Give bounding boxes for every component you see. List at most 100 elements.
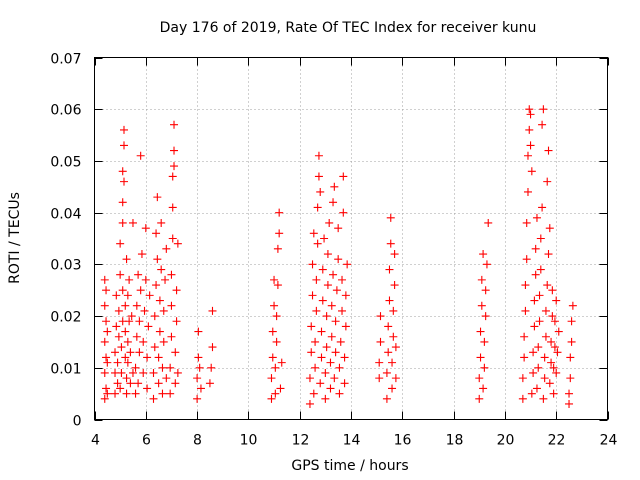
- data-point: [540, 374, 549, 383]
- x-tick-label: 10: [240, 433, 258, 449]
- data-point: [112, 291, 121, 300]
- data-point: [531, 270, 540, 279]
- data-point: [131, 363, 140, 372]
- x-tick-label: 22: [548, 433, 566, 449]
- y-tick-label: 0.02: [50, 310, 81, 326]
- data-point: [168, 234, 177, 243]
- data-point: [116, 270, 125, 279]
- data-point: [119, 141, 128, 150]
- data-point: [543, 177, 552, 186]
- y-tick-label: 0.03: [50, 258, 81, 274]
- data-point: [118, 286, 127, 295]
- data-point: [529, 368, 538, 377]
- data-point: [103, 327, 112, 336]
- data-point: [312, 306, 321, 315]
- x-tick-label: 12: [292, 433, 310, 449]
- data-point: [317, 353, 326, 362]
- data-point: [116, 384, 125, 393]
- data-point: [390, 281, 399, 290]
- data-point: [323, 281, 332, 290]
- data-point: [141, 224, 150, 233]
- data-point: [553, 348, 562, 357]
- data-point: [326, 384, 335, 393]
- data-point: [136, 286, 145, 295]
- data-point: [123, 358, 132, 367]
- x-axis-title: GPS time / hours: [291, 458, 408, 474]
- data-point: [275, 229, 284, 238]
- data-point: [273, 244, 282, 253]
- data-point: [272, 312, 281, 321]
- data-point: [318, 265, 327, 274]
- data-point: [159, 337, 168, 346]
- data-point: [125, 275, 134, 284]
- data-point: [117, 343, 126, 352]
- data-point: [529, 348, 538, 357]
- data-point: [520, 332, 529, 341]
- data-point: [121, 327, 130, 336]
- data-point: [132, 332, 141, 341]
- data-point: [536, 234, 545, 243]
- data-point: [538, 203, 547, 212]
- data-point: [481, 312, 490, 321]
- data-point: [538, 120, 547, 129]
- data-point: [552, 368, 561, 377]
- data-point: [311, 363, 320, 372]
- data-point: [305, 399, 314, 408]
- data-point: [145, 291, 154, 300]
- data-point: [116, 239, 125, 248]
- data-point: [119, 177, 128, 186]
- data-point: [550, 343, 559, 352]
- x-tick-label: 8: [193, 433, 202, 449]
- data-point: [125, 317, 134, 326]
- data-point: [316, 187, 325, 196]
- data-point: [530, 322, 539, 331]
- data-point: [103, 389, 112, 398]
- x-tick-label: 6: [142, 433, 151, 449]
- data-point: [329, 270, 338, 279]
- data-point: [173, 368, 182, 377]
- data-point: [543, 281, 552, 290]
- data-point: [173, 239, 182, 248]
- data-point: [207, 363, 216, 372]
- data-point: [484, 218, 493, 227]
- data-point: [539, 394, 548, 403]
- data-point: [339, 208, 348, 217]
- x-tick-label: 24: [600, 433, 618, 449]
- data-point: [527, 167, 536, 176]
- data-point: [132, 301, 141, 310]
- y-tick-label: 0.01: [50, 362, 81, 378]
- data-point: [118, 198, 127, 207]
- data-point: [545, 379, 554, 388]
- data-point: [193, 374, 202, 383]
- data-point: [327, 301, 336, 310]
- data-point: [386, 213, 395, 222]
- data-point: [568, 301, 577, 310]
- data-point: [268, 327, 277, 336]
- data-point: [273, 281, 282, 290]
- data-point: [134, 379, 143, 388]
- y-tick-label: 0.05: [50, 155, 81, 171]
- data-point: [382, 394, 391, 403]
- data-point: [338, 306, 347, 315]
- data-point: [318, 296, 327, 305]
- data-point: [153, 193, 162, 202]
- y-tick-labels: 0 0.01 0.02 0.03 0.04 0.05 0.06 0.07: [50, 52, 81, 430]
- data-point: [118, 167, 127, 176]
- data-point: [102, 384, 111, 393]
- data-point: [336, 337, 345, 346]
- data-point: [547, 358, 556, 367]
- data-point: [330, 374, 339, 383]
- data-point: [168, 203, 177, 212]
- y-tick-label: 0: [73, 414, 82, 430]
- data-point: [270, 301, 279, 310]
- data-point: [121, 301, 130, 310]
- data-point: [341, 291, 350, 300]
- data-point: [549, 389, 558, 398]
- data-marks: [100, 105, 577, 408]
- data-point: [195, 363, 204, 372]
- x-tick-label: 4: [91, 433, 100, 449]
- data-point: [122, 389, 131, 398]
- data-point: [155, 296, 164, 305]
- x-tick-label: 20: [497, 433, 515, 449]
- data-point: [128, 218, 137, 227]
